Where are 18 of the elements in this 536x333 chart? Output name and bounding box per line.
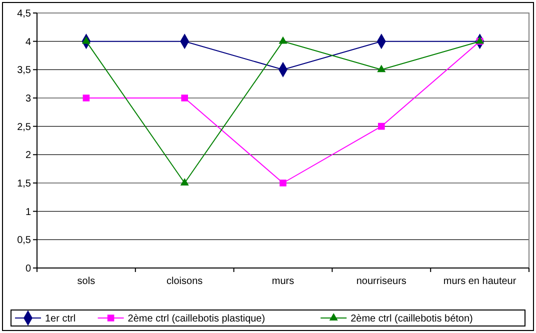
y-tick-label: 0,5 (17, 235, 32, 246)
y-tick-label: 2 (25, 150, 32, 162)
y-tick-label: 1,5 (17, 178, 32, 190)
y-tick-label: 4 (25, 36, 32, 48)
x-tick-label: murs en hauteur (443, 276, 517, 287)
legend-label: 2ème ctrl (caillebotis béton) (350, 314, 473, 324)
legend-label: 2ème ctrl (caillebotis plastique) (128, 314, 266, 324)
y-tick-label: 3,5 (17, 65, 32, 76)
y-tick-label: 2,5 (17, 122, 32, 133)
y-tick-label: 0 (25, 264, 32, 274)
x-tick-label: murs (272, 276, 294, 287)
y-tick-label: 3 (25, 94, 32, 104)
y-tick-label: 4,5 (17, 8, 32, 20)
legend-label: 1er ctrl (45, 314, 76, 324)
x-tick-label: nourriseurs (356, 276, 406, 287)
y-tick-label: 1 (25, 206, 32, 218)
x-tick-label: sols (77, 276, 96, 287)
x-tick-label: cloisons (166, 276, 203, 287)
